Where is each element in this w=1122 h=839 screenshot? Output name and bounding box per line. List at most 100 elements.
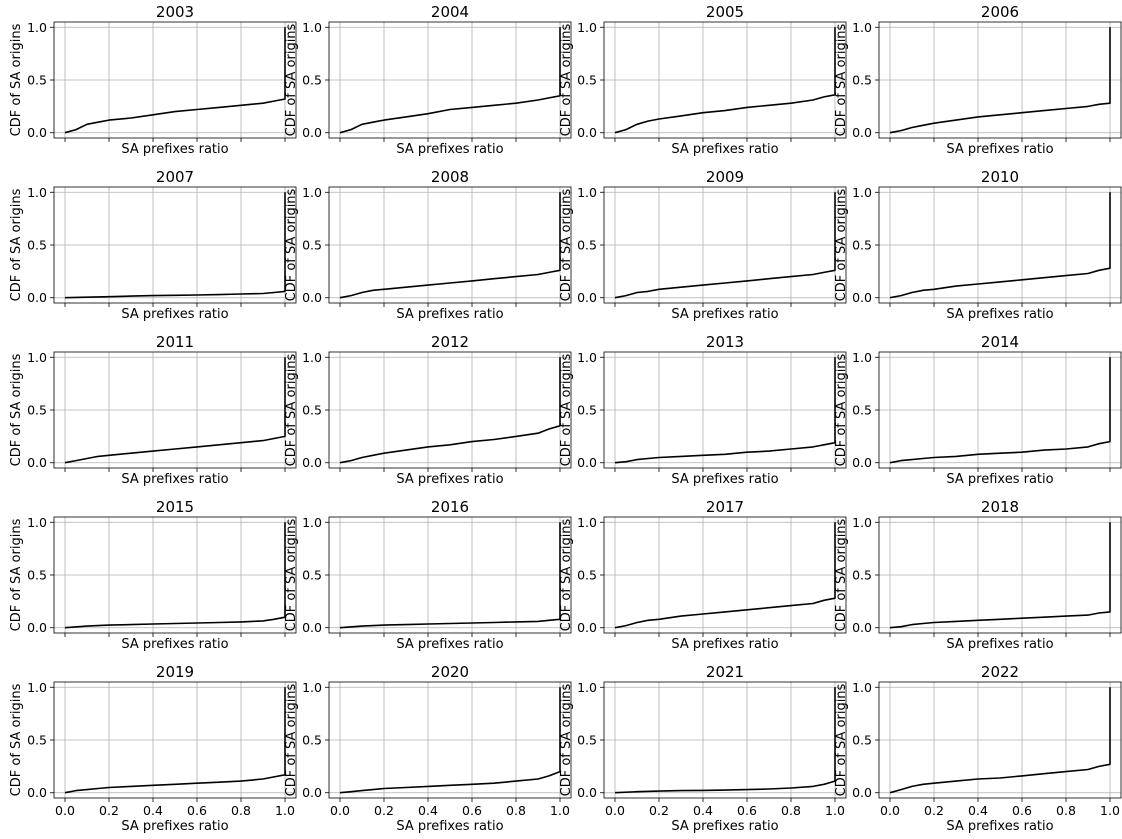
x-axis-label: SA prefixes ratio (671, 637, 778, 652)
y-axis-label: CDF of SA origins (9, 683, 24, 796)
x-tick-label: 1.0 (275, 803, 295, 818)
x-axis-label: SA prefixes ratio (946, 472, 1053, 487)
subplot-2018: 0.0 0.5 1.0 2018 SA prefixes ratio CDF of SA … (834, 498, 1122, 652)
y-tick-label: 0.0 (27, 455, 47, 470)
cdf-line-2012 (339, 357, 561, 464)
x-axis-label: SA prefixes ratio (396, 472, 503, 487)
subplot-title: 2018 (981, 498, 1019, 516)
cdf-line-2008 (339, 192, 561, 299)
y-tick-label: 0.0 (852, 125, 872, 140)
subplot-title: 2009 (706, 168, 744, 186)
subplot-title: 2020 (431, 663, 469, 681)
y-tick-label: 0.5 (852, 238, 872, 253)
y-tick-label: 0.5 (577, 733, 597, 748)
subplot-title: 2004 (431, 3, 469, 21)
y-tick-label: 0.0 (577, 125, 597, 140)
subplot-2008: 0.0 0.5 1.0 2008 SA prefixes ratio CDF of SA … (284, 168, 572, 322)
y-axis-label: CDF of SA origins (284, 353, 299, 466)
y-tick-label: 1.0 (852, 185, 872, 200)
subplot-title: 2019 (156, 663, 194, 681)
x-tick-label: 0.8 (781, 803, 801, 818)
subplot-2015: 0.0 0.5 1.0 2015 SA prefixes ratio CDF of SA … (9, 498, 297, 652)
x-axis-label: SA prefixes ratio (946, 307, 1053, 322)
subplot-2004: 0.0 0.5 1.0 2004 SA prefixes ratio CDF of SA … (284, 3, 572, 157)
y-axis-label: CDF of SA origins (834, 23, 849, 136)
cdf-line-2021 (614, 687, 836, 794)
cdf-line-2013 (614, 357, 836, 464)
x-tick-label: 0.0 (55, 803, 75, 818)
cdf-line-2018 (889, 522, 1111, 629)
x-tick-label: 0.2 (924, 803, 944, 818)
x-axis-label: SA prefixes ratio (946, 142, 1053, 157)
x-tick-label: 0.4 (693, 803, 713, 818)
y-tick-label: 0.5 (27, 238, 47, 253)
x-tick-label: 0.4 (418, 803, 438, 818)
cdf-line-2007 (64, 192, 286, 299)
subplot-2006: 0.0 0.5 1.0 2006 SA prefixes ratio CDF of SA … (834, 3, 1122, 157)
y-axis-label: CDF of SA origins (559, 683, 574, 796)
subplot-title: 2015 (156, 498, 194, 516)
subplot-title: 2007 (156, 168, 194, 186)
y-tick-label: 1.0 (27, 350, 47, 365)
y-tick-label: 0.0 (852, 620, 872, 635)
y-tick-label: 0.5 (577, 238, 597, 253)
y-axis-label: CDF of SA origins (284, 683, 299, 796)
subplot-2003: 0.0 0.5 1.0 2003 SA prefixes ratio CDF of SA … (9, 3, 297, 157)
y-tick-label: 0.5 (577, 403, 597, 418)
x-tick-label: 0.2 (374, 803, 394, 818)
y-axis-label: CDF of SA origins (834, 188, 849, 301)
cdf-line-2005 (614, 27, 836, 134)
cdf-line-2017 (614, 522, 836, 629)
subplot-title: 2010 (981, 168, 1019, 186)
x-tick-label: 0.8 (506, 803, 526, 818)
subplot-title: 2021 (706, 663, 744, 681)
x-tick-label: 0.6 (737, 803, 757, 818)
x-tick-label: 0.0 (605, 803, 625, 818)
subplot-2012: 0.0 0.5 1.0 2012 SA prefixes ratio CDF of SA … (284, 333, 572, 487)
y-axis-label: CDF of SA origins (284, 518, 299, 631)
y-tick-label: 1.0 (852, 350, 872, 365)
y-axis-label: CDF of SA origins (834, 353, 849, 466)
subplot-2022: 0.0 0.5 1.0 0.0 0.2 0.4 0.6 0.8 1.0 2022 SA prefix… (834, 663, 1122, 834)
y-axis-label: CDF of SA origins (9, 518, 24, 631)
subplot-title: 2006 (981, 3, 1019, 21)
subplot-2007: 0.0 0.5 1.0 2007 SA prefixes ratio CDF of SA … (9, 168, 297, 322)
y-tick-label: 0.0 (302, 290, 322, 305)
x-tick-label: 0.0 (330, 803, 350, 818)
y-tick-label: 0.0 (577, 620, 597, 635)
y-tick-label: 1.0 (302, 680, 322, 695)
x-axis-label: SA prefixes ratio (671, 819, 778, 834)
x-axis-label: SA prefixes ratio (121, 472, 228, 487)
x-tick-label: 0.6 (462, 803, 482, 818)
x-axis-label: SA prefixes ratio (396, 142, 503, 157)
subplot-title: 2022 (981, 663, 1019, 681)
y-tick-label: 0.5 (302, 568, 322, 583)
y-tick-label: 0.5 (27, 568, 47, 583)
y-axis-label: CDF of SA origins (559, 353, 574, 466)
subplot-2017: 0.0 0.5 1.0 2017 SA prefixes ratio CDF of SA … (559, 498, 847, 652)
y-tick-label: 0.0 (852, 455, 872, 470)
y-tick-label: 1.0 (302, 350, 322, 365)
x-axis-label: SA prefixes ratio (396, 819, 503, 834)
x-tick-label: 0.4 (143, 803, 163, 818)
y-axis-label: CDF of SA origins (559, 188, 574, 301)
x-axis-label: SA prefixes ratio (671, 142, 778, 157)
y-tick-label: 1.0 (27, 185, 47, 200)
x-axis-label: SA prefixes ratio (946, 819, 1053, 834)
x-axis-label: SA prefixes ratio (946, 637, 1053, 652)
y-tick-label: 0.0 (302, 125, 322, 140)
x-axis-label: SA prefixes ratio (396, 637, 503, 652)
x-tick-label: 0.8 (231, 803, 251, 818)
y-tick-label: 0.5 (577, 73, 597, 88)
y-tick-label: 0.5 (302, 403, 322, 418)
y-tick-label: 1.0 (852, 680, 872, 695)
cdf-line-2020 (339, 687, 561, 794)
subplot-2005: 0.0 0.5 1.0 2005 SA prefixes ratio CDF of SA … (559, 3, 847, 157)
x-tick-label: 0.8 (1056, 803, 1076, 818)
subplot-2016: 0.0 0.5 1.0 2016 SA prefixes ratio CDF of SA … (284, 498, 572, 652)
y-tick-label: 1.0 (852, 20, 872, 35)
cdf-line-2011 (64, 357, 286, 464)
y-tick-label: 0.0 (302, 620, 322, 635)
y-tick-label: 0.5 (852, 73, 872, 88)
subplot-title: 2003 (156, 3, 194, 21)
